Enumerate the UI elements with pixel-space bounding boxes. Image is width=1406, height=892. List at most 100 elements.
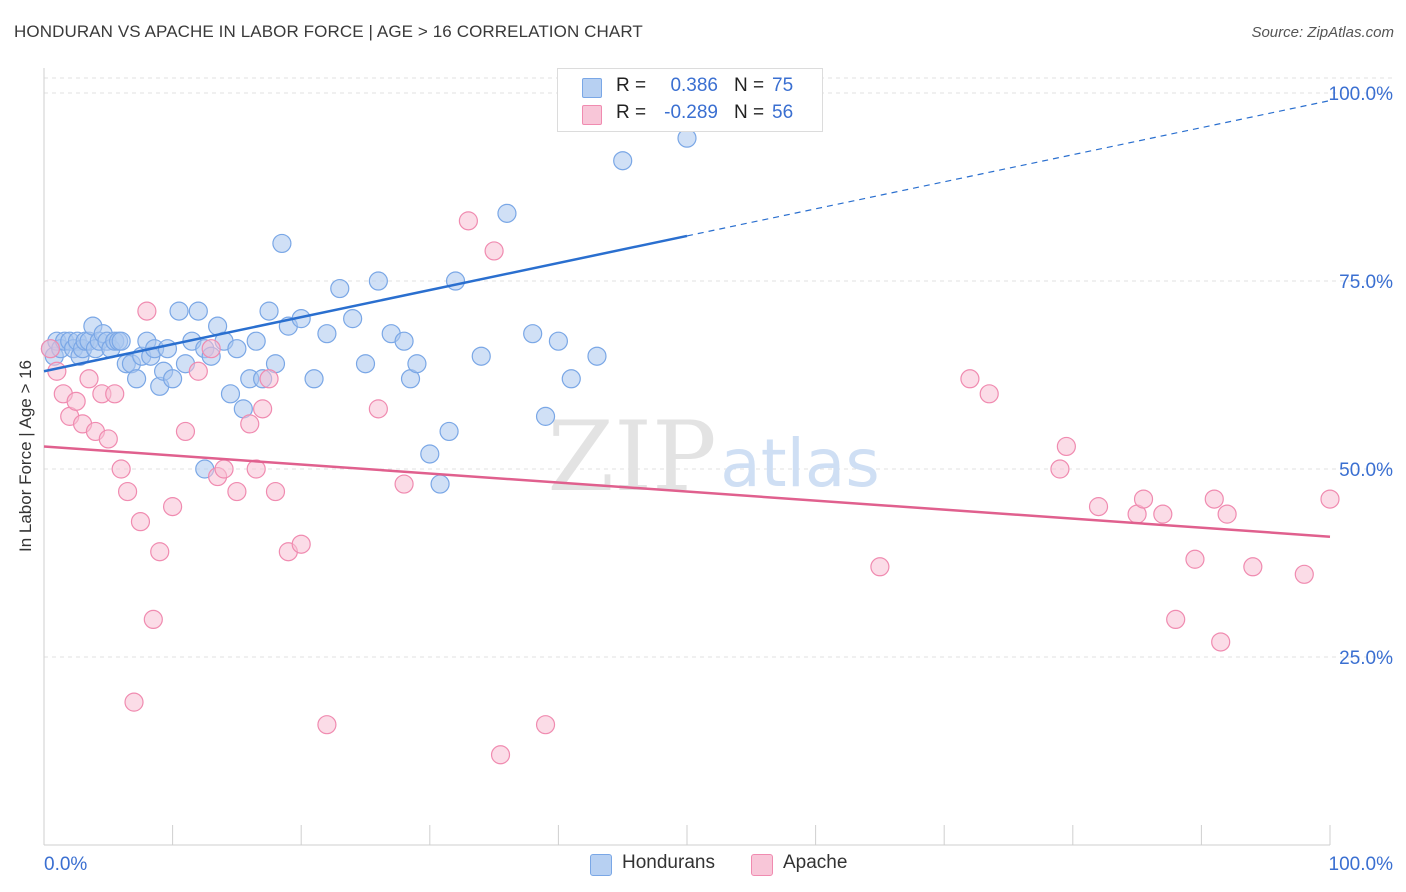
- data-point-apache: [66, 391, 86, 411]
- y-tick-label: 25.0%: [1339, 648, 1393, 669]
- data-point-hondurans: [430, 474, 450, 494]
- bottom-legend-label-apache: Apache: [783, 852, 848, 873]
- data-point-apache: [1056, 436, 1076, 457]
- data-point-apache: [150, 542, 170, 562]
- data-point-hondurans: [368, 271, 388, 291]
- legend-n-label: N =: [734, 102, 765, 123]
- data-point-apache: [1211, 632, 1231, 652]
- legend-r-value: 0.386: [670, 75, 718, 96]
- data-point-apache: [240, 414, 260, 434]
- data-point-apache: [246, 459, 266, 479]
- y-tick-label: 50.0%: [1339, 460, 1393, 481]
- data-point-hondurans: [259, 301, 279, 321]
- data-point-apache: [137, 301, 157, 321]
- data-point-hondurans: [445, 271, 466, 291]
- data-point-apache: [163, 497, 183, 517]
- data-point-hondurans: [497, 203, 517, 223]
- data-point-hondurans: [188, 301, 208, 321]
- trend-lines: [43, 99, 1331, 538]
- data-point-apache: [394, 474, 414, 494]
- data-point-hondurans: [523, 324, 543, 344]
- data-point-hondurans: [535, 406, 556, 426]
- data-point-apache: [291, 534, 311, 554]
- data-point-apache: [130, 512, 151, 532]
- data-point-apache: [1320, 489, 1340, 509]
- data-point-apache: [105, 384, 125, 404]
- series-apache: [40, 211, 1340, 765]
- watermark: ZIP atlas: [547, 401, 879, 513]
- data-point-apache: [40, 339, 61, 359]
- y-tick-label: 100.0%: [1329, 84, 1394, 105]
- trend-line-apache: [43, 445, 1331, 538]
- data-point-hondurans: [272, 233, 292, 254]
- data-point-apache: [253, 399, 273, 419]
- data-point-apache: [265, 481, 286, 502]
- data-point-hondurans: [355, 354, 376, 374]
- legend-n-label: N =: [734, 75, 765, 96]
- grid-lines: [44, 77, 1392, 658]
- data-point-apache: [1217, 504, 1237, 524]
- data-point-hondurans: [246, 331, 266, 351]
- watermark-atlas: atlas: [720, 425, 880, 502]
- axes: [43, 68, 1331, 846]
- data-point-hondurans: [227, 339, 247, 359]
- data-point-apache: [117, 481, 138, 502]
- data-point-hondurans: [439, 421, 459, 442]
- data-point-apache: [227, 481, 247, 502]
- data-point-hondurans: [343, 309, 363, 329]
- data-point-hondurans: [548, 331, 569, 351]
- y-axis-label: In Labor Force | Age > 16: [16, 359, 35, 553]
- data-point-apache: [458, 211, 478, 231]
- bottom-legend-swatch-apache: [751, 854, 773, 876]
- data-point-hondurans: [407, 354, 427, 374]
- data-point-apache: [47, 361, 67, 381]
- data-points: [40, 128, 1340, 765]
- data-point-hondurans: [163, 369, 183, 389]
- data-point-hondurans: [394, 331, 414, 351]
- legend-swatch-apache: [582, 105, 602, 125]
- data-point-apache: [1088, 497, 1109, 517]
- data-point-apache: [214, 459, 234, 479]
- data-point-hondurans: [111, 331, 131, 351]
- data-point-apache: [175, 421, 196, 442]
- data-point-hondurans: [169, 301, 189, 321]
- data-point-apache: [1185, 549, 1205, 569]
- data-point-apache: [535, 715, 556, 735]
- legend: R = 0.386 N = 75 R = -0.289 N = 56: [557, 68, 823, 132]
- data-point-hondurans: [330, 278, 350, 299]
- data-point-hondurans: [317, 324, 337, 344]
- data-point-apache: [317, 715, 337, 735]
- data-point-apache: [1166, 609, 1186, 630]
- data-point-apache: [1153, 504, 1173, 524]
- legend-r-label: R =: [616, 102, 647, 123]
- data-point-apache: [98, 429, 118, 449]
- chart-title: HONDURAN VS APACHE IN LABOR FORCE | AGE …: [14, 22, 643, 41]
- data-point-hondurans: [126, 369, 147, 389]
- data-point-apache: [124, 692, 144, 712]
- data-point-apache: [1243, 557, 1263, 577]
- legend-n-value: 56: [772, 102, 794, 123]
- data-point-apache: [368, 399, 388, 419]
- x-tick-label-min: 0.0%: [44, 854, 87, 875]
- data-point-apache: [259, 369, 279, 389]
- data-point-hondurans: [420, 444, 440, 464]
- data-point-hondurans: [157, 339, 178, 359]
- data-point-apache: [79, 369, 99, 389]
- data-point-apache: [188, 361, 208, 381]
- y-tick-label: 75.0%: [1339, 272, 1393, 293]
- data-point-apache: [111, 459, 131, 479]
- legend-n-value: 75: [772, 75, 794, 96]
- source-label: Source: ZipAtlas.com: [1251, 24, 1394, 41]
- data-point-apache: [1204, 489, 1224, 509]
- data-point-apache: [1050, 459, 1070, 479]
- data-point-apache: [484, 241, 504, 261]
- bottom-legend-swatch-hondurans: [590, 854, 612, 876]
- data-point-apache: [201, 339, 221, 359]
- watermark-zip: ZIP: [547, 401, 716, 513]
- data-point-apache: [143, 609, 163, 630]
- data-point-apache: [870, 557, 890, 577]
- data-point-apache: [1133, 489, 1154, 509]
- x-tick-label-max: 100.0%: [1329, 854, 1394, 875]
- tick-labels: 25.0% 50.0% 75.0% 100.0% 0.0% 100.0%: [44, 84, 1393, 875]
